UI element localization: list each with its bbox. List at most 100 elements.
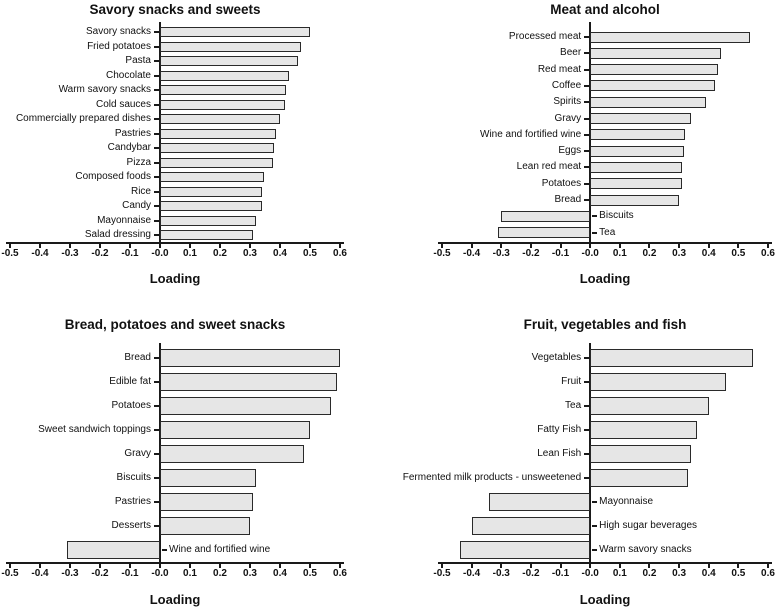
x-tick	[309, 564, 311, 568]
panel-bread-potatoes-and-sweet-snacks: Bread, potatoes and sweet snacks Bread Ed…	[0, 300, 389, 610]
panel-fruit-vegetables-and-fish: Fruit, vegetables and fish Vegetables Fru…	[389, 300, 778, 610]
category-tick	[154, 453, 159, 455]
bar-savory-snacks	[160, 27, 310, 37]
x-tick-label: 0.6	[333, 568, 347, 579]
x-tick-label: -0.3	[492, 568, 510, 579]
category-label: Pastries	[114, 496, 151, 507]
category-tick	[584, 68, 590, 71]
bar-lean-fish	[590, 445, 691, 463]
category-label: Commercially prepared dishes	[15, 113, 151, 124]
x-axis-line	[438, 242, 772, 244]
category-tick	[154, 89, 159, 91]
category-tick	[154, 161, 159, 164]
x-tick-label: -0.1	[551, 248, 570, 259]
category-label: Sweet sandwich toppings	[38, 424, 151, 435]
x-tick	[69, 564, 71, 568]
category-label: Lean red meat	[516, 161, 582, 173]
x-axis-label: Loading	[149, 271, 201, 286]
category-label: Biscuits	[116, 472, 151, 483]
x-tick-label: 0.3	[243, 248, 257, 259]
category-tick	[154, 501, 159, 503]
x-tick-label: -0.5	[433, 248, 451, 259]
bar-fermented-milk-products-unsweetened	[590, 469, 688, 487]
category-label: Gravy	[554, 112, 582, 124]
category-label: Eggs	[558, 145, 582, 157]
category-label: Beer	[560, 47, 582, 59]
bar-bread	[590, 194, 680, 206]
category-tick	[584, 199, 590, 201]
x-tick-label: 0.5	[303, 248, 317, 259]
bar-potatoes	[160, 397, 331, 415]
category-tick	[154, 429, 159, 431]
bar-tea	[498, 227, 591, 239]
panel-title: Meat and alcohol	[550, 2, 660, 17]
category-tick	[154, 405, 159, 407]
bar-composed-foods	[160, 172, 264, 182]
category-tick	[584, 84, 590, 87]
bar-red-meat	[590, 64, 718, 76]
x-tick	[309, 244, 311, 248]
x-tick	[470, 564, 473, 568]
bar-wine-and-fortified-wine	[590, 129, 685, 141]
category-tick	[584, 405, 590, 407]
category-label: Pizza	[126, 156, 151, 168]
category-tick	[584, 101, 590, 104]
bar-cold-sauces	[160, 99, 285, 110]
x-tick-label: 0.3	[672, 248, 687, 259]
x-tick	[678, 564, 681, 568]
x-tick-label: -0.0	[581, 568, 599, 579]
x-tick	[249, 244, 251, 248]
category-label: Desserts	[111, 520, 151, 531]
category-tick	[154, 190, 159, 193]
bar-potatoes	[590, 178, 683, 190]
x-tick	[339, 564, 341, 568]
category-label: Salad dressing	[84, 229, 151, 240]
x-tick	[279, 564, 281, 568]
x-axis-label: Loading	[149, 592, 201, 607]
x-tick-label: 0.4	[273, 568, 287, 579]
x-tick-label: 0.5	[303, 568, 317, 579]
category-tick	[162, 549, 167, 551]
x-tick-label: -0.5	[433, 568, 451, 579]
bar-warm-savory-snacks	[160, 85, 286, 95]
bar-gravy	[590, 113, 691, 124]
x-tick-label: -0.4	[31, 248, 49, 259]
x-tick	[189, 244, 191, 248]
x-tick	[648, 244, 651, 248]
x-axis-label: Loading	[579, 592, 631, 607]
category-tick	[154, 132, 159, 135]
category-tick	[592, 231, 598, 234]
x-tick-label: -0.3	[61, 248, 79, 259]
bar-spirits	[590, 96, 706, 108]
category-tick	[154, 45, 159, 48]
x-tick	[249, 564, 251, 568]
category-label: Warm savory snacks	[599, 544, 692, 555]
x-tick-label: 0.1	[183, 568, 197, 579]
category-tick	[154, 219, 159, 222]
x-tick	[99, 564, 101, 568]
x-tick-label: -0.5	[1, 568, 19, 579]
x-tick-label: -0.1	[121, 568, 139, 579]
x-tick-label: -0.0	[151, 248, 169, 259]
plot-area: Savory snacks Fried potatoes Pasta Chocolat…	[0, 22, 389, 243]
x-tick-label: 0.2	[213, 248, 227, 259]
x-tick-label: 0.4	[701, 568, 716, 579]
plot-area: Bread Edible fat Potatoes Sweet sandwich to…	[0, 343, 389, 563]
x-tick-label: 0.3	[243, 568, 257, 579]
x-tick	[69, 244, 71, 248]
category-label: Candy	[122, 200, 151, 211]
x-tick	[39, 564, 41, 568]
category-label: Wine and fortified wine	[169, 544, 271, 555]
panel-meat-and-alcohol: Meat and alcohol Processed meat Beer Red m…	[389, 0, 778, 300]
x-tick	[500, 244, 503, 248]
x-tick	[441, 564, 443, 568]
x-tick	[529, 564, 532, 568]
category-label: Fruit	[561, 376, 582, 387]
category-label: Mayonnaise	[599, 496, 654, 507]
bar-pastries	[160, 493, 253, 511]
x-tick-label: -0.1	[551, 568, 570, 579]
x-tick	[339, 244, 341, 248]
x-tick-label: 0.3	[672, 568, 687, 579]
bar-candy	[160, 201, 262, 211]
x-tick	[648, 564, 651, 568]
